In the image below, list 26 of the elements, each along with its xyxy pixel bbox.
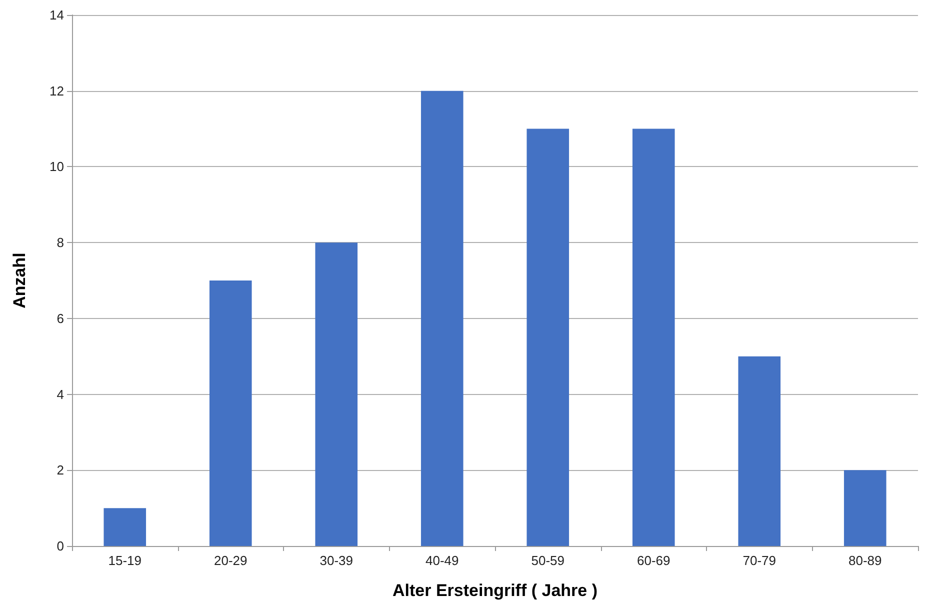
y-axis-title: Anzahl xyxy=(10,252,29,308)
bar xyxy=(844,470,886,546)
x-tick-label: 60-69 xyxy=(637,553,670,568)
x-tick-label: 20-29 xyxy=(214,553,248,568)
bar xyxy=(420,90,464,546)
bar xyxy=(209,280,252,546)
bar xyxy=(738,356,781,546)
y-tick-label: 2 xyxy=(56,462,64,478)
bar xyxy=(315,242,358,546)
bar xyxy=(526,128,570,546)
x-tick-label: 30-39 xyxy=(320,553,353,568)
y-tick-label: 10 xyxy=(50,159,64,174)
x-tick-label: 70-79 xyxy=(742,553,776,568)
y-tick-label: 14 xyxy=(50,8,64,22)
x-tick-label: 50-59 xyxy=(531,553,564,568)
x-tick-label: 80-89 xyxy=(848,553,882,568)
y-tick-label: 4 xyxy=(56,386,64,402)
bar xyxy=(104,508,146,546)
x-tick-label: 15-19 xyxy=(108,553,142,568)
x-axis-title: Alter Ersteingriff ( Jahre ) xyxy=(392,581,598,600)
bar xyxy=(632,128,675,546)
y-tick-label: 12 xyxy=(50,83,64,98)
x-tick-label: 40-49 xyxy=(426,553,459,568)
y-tick-label: 8 xyxy=(56,235,64,250)
y-tick-label: 0 xyxy=(56,538,64,554)
y-tick-label: 6 xyxy=(56,310,64,326)
